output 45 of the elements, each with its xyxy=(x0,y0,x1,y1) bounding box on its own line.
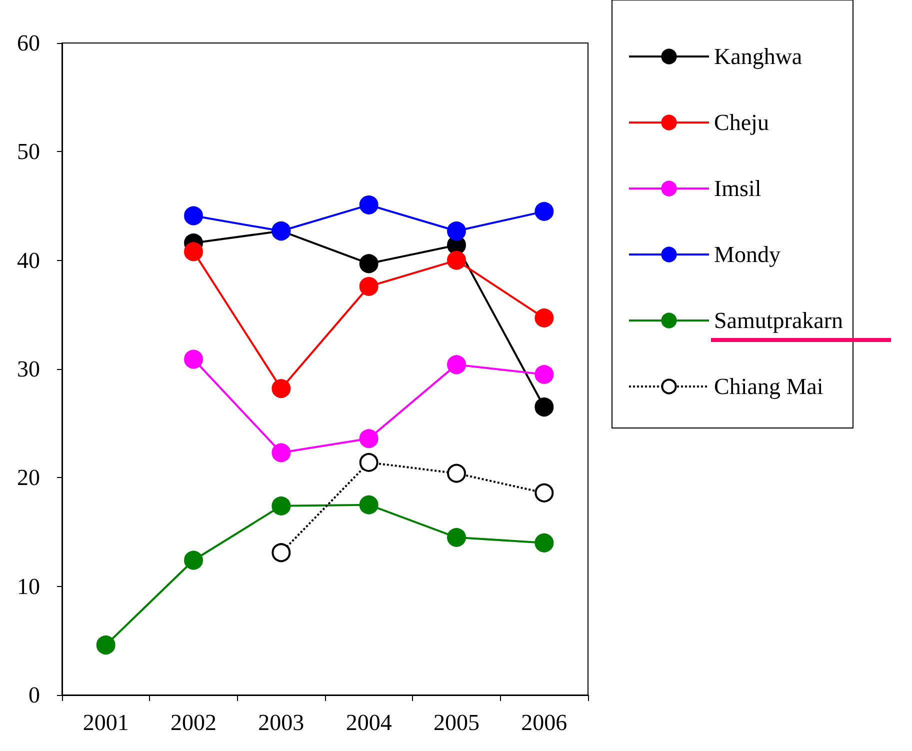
legend-label: Cheju xyxy=(714,110,770,135)
point xyxy=(447,355,466,374)
point xyxy=(359,276,378,296)
point xyxy=(96,636,116,655)
y-tick-label: 30 xyxy=(17,356,40,382)
y-tick-label: 20 xyxy=(17,465,40,490)
x-tick-label: 2005 xyxy=(434,710,480,735)
point xyxy=(272,443,291,462)
y-tick-label: 50 xyxy=(17,139,40,164)
point xyxy=(534,364,554,384)
legend-label: Imsil xyxy=(714,176,762,201)
legend-label: Kanghwa xyxy=(714,44,802,69)
point xyxy=(359,254,378,274)
legend-label: Chiang Mai xyxy=(714,374,824,399)
point xyxy=(272,496,291,516)
point xyxy=(447,528,466,547)
point xyxy=(184,206,203,226)
point xyxy=(184,550,203,570)
point xyxy=(359,195,378,214)
y-tick-label: 10 xyxy=(17,574,40,599)
point xyxy=(272,379,291,398)
legend-label: Mondy xyxy=(714,242,781,267)
y-tick-label: 60 xyxy=(17,30,40,56)
x-tick-label: 2003 xyxy=(258,710,304,735)
point xyxy=(359,495,378,514)
point xyxy=(447,464,466,483)
point xyxy=(184,350,203,369)
x-tick-label: 2006 xyxy=(521,710,568,735)
point xyxy=(534,202,554,221)
x-tick-label: 2002 xyxy=(170,710,216,735)
y-tick-label: 40 xyxy=(17,248,40,273)
x-tick-label: 2004 xyxy=(346,710,392,735)
point xyxy=(359,452,378,472)
point xyxy=(534,308,554,328)
point xyxy=(184,242,203,262)
point xyxy=(534,483,554,502)
point xyxy=(447,250,466,270)
point xyxy=(534,398,554,417)
legend-label: Samutprakarn xyxy=(714,308,844,333)
point xyxy=(534,533,554,552)
point xyxy=(359,429,378,448)
x-tick-label: 2001 xyxy=(82,710,129,735)
point xyxy=(447,221,466,240)
y-tick-label: 0 xyxy=(28,682,40,708)
point xyxy=(272,543,291,562)
